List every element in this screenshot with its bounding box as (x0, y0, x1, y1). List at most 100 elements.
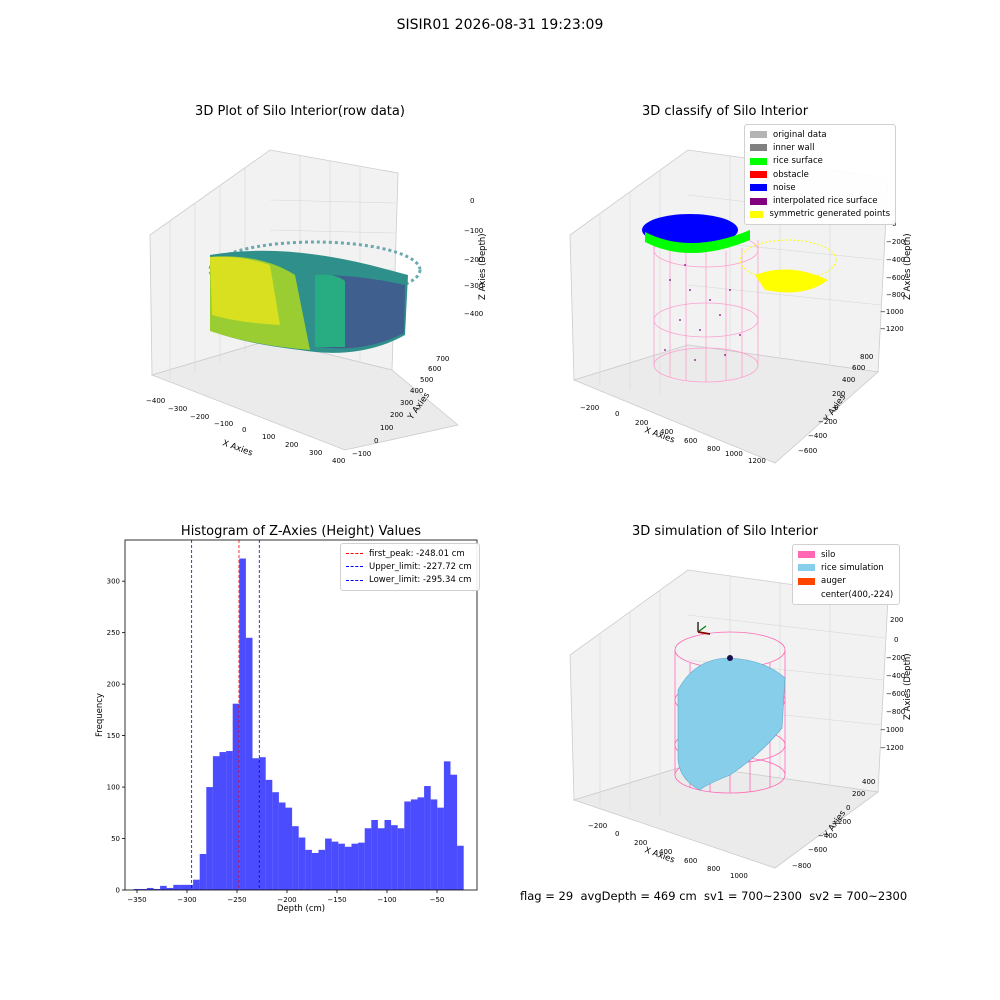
histogram-bar (397, 828, 405, 890)
status-footer: flag = 29 avgDepth = 469 cm sv1 = 700~23… (520, 889, 908, 903)
svg-text:1000: 1000 (730, 872, 748, 880)
svg-text:800: 800 (707, 865, 720, 873)
histogram-bar (160, 885, 167, 890)
svg-text:400: 400 (660, 428, 673, 436)
svg-text:−1200: −1200 (880, 744, 904, 752)
legend-item-first-peak: first_peak: -248.01 cm (346, 547, 474, 560)
svg-text:−300: −300 (168, 405, 187, 413)
simulation-legend: silo rice simulation auger center(400,-2… (792, 544, 900, 606)
histogram-bar (186, 884, 194, 890)
histogram-chart: −350 −300 −250 −200 −150 −100 −50 0 50 100 150 200… (95, 539, 478, 914)
svg-text:−300: −300 (464, 282, 483, 290)
legend-item-auger: auger (798, 575, 894, 588)
raw-xticks: −400−300 −200 −100 0 100 200 300 400 (146, 397, 345, 465)
histogram-bar (437, 807, 444, 890)
svg-text:−1000: −1000 (880, 308, 904, 316)
histogram-bar (410, 799, 418, 890)
histogram-reference-lines (191, 540, 260, 890)
svg-text:1000: 1000 (725, 450, 743, 458)
histogram-ytick-label: 200 (107, 681, 120, 689)
classify-symmetric-ring (739, 239, 837, 281)
svg-text:0: 0 (242, 426, 246, 434)
svg-text:400: 400 (862, 778, 875, 786)
simulation-plot-title: 3D simulation of Silo Interior (632, 524, 818, 539)
svg-text:−100: −100 (464, 227, 483, 235)
histogram-ytick-label: 300 (107, 578, 120, 586)
svg-text:100: 100 (380, 424, 393, 432)
histogram-bar (259, 757, 266, 890)
svg-text:0: 0 (834, 404, 838, 412)
svg-text:−600: −600 (886, 274, 905, 282)
simulation-xticks: −200 0 200 400 600 800 1000 (588, 822, 748, 880)
raw-plot-title: 3D Plot of Silo Interior(row data) (195, 104, 405, 119)
histogram-bar (140, 888, 147, 890)
histogram-ytick-label: 0 (116, 887, 120, 895)
classify-rice-surface (645, 230, 750, 254)
histogram-legend: first_peak: -248.01 cm Upper_limit: -227… (340, 543, 480, 591)
simulation-axis-triad-icon (697, 622, 711, 635)
svg-text:800: 800 (707, 445, 720, 453)
svg-text:−800: −800 (886, 708, 905, 716)
svg-text:200: 200 (852, 790, 865, 798)
histogram-yticks: 0 50 100 150 200 250 300 (107, 578, 125, 895)
classify-zlabel: Z Axies (Depth) (903, 233, 913, 300)
simulation-3d-plot: −200 0 200 400 600 800 1000 −800 −600 −400 −2… (569, 569, 913, 880)
histogram-ytick-label: 50 (111, 835, 120, 843)
histogram-bar (318, 849, 326, 890)
svg-text:−400: −400 (464, 310, 483, 318)
svg-text:600: 600 (684, 857, 697, 865)
svg-text:−1200: −1200 (880, 325, 904, 333)
svg-text:600: 600 (852, 364, 865, 372)
histogram-bar (239, 558, 246, 890)
histogram-bar (179, 884, 187, 890)
histogram-bar (133, 888, 141, 890)
histogram-bars (133, 558, 464, 890)
histogram-bar (364, 828, 372, 890)
svg-text:400: 400 (659, 848, 672, 856)
svg-text:−200: −200 (588, 822, 607, 830)
histogram-axes-frame (124, 539, 478, 891)
classify-yticks: −600 −400 −200 0 200 400 600 800 (798, 353, 873, 455)
histogram-bar (226, 751, 233, 890)
svg-text:−600: −600 (798, 447, 817, 455)
svg-text:−200: −200 (886, 654, 905, 662)
histogram-xtick-label: −350 (127, 896, 146, 904)
svg-text:0: 0 (846, 804, 850, 812)
histogram-ytick-label: 100 (107, 784, 120, 792)
svg-text:300: 300 (400, 399, 413, 407)
svg-text:0: 0 (470, 197, 474, 205)
svg-text:0: 0 (374, 437, 378, 445)
svg-text:−200: −200 (818, 418, 837, 426)
svg-text:−200: −200 (832, 818, 851, 826)
svg-text:200: 200 (285, 441, 298, 449)
histogram-ytick-label: 150 (107, 732, 120, 740)
svg-text:−100: −100 (214, 420, 233, 428)
legend-item-upper-limit: Upper_limit: -227.72 cm (346, 560, 474, 573)
raw-zticks: 0 −100 −200 −300 −400 (464, 197, 483, 318)
histogram-bar (338, 843, 345, 890)
histogram-bar (265, 779, 273, 890)
histogram-bar (325, 838, 332, 890)
svg-text:−400: −400 (808, 432, 827, 440)
svg-text:600: 600 (428, 365, 441, 373)
svg-text:0: 0 (615, 410, 619, 418)
legend-item-original: original data (750, 128, 890, 141)
legend-item-interpolated: interpolated rice surface (750, 194, 890, 207)
classify-legend: original data inner wall rice surface ob… (744, 124, 896, 226)
svg-text:−600: −600 (808, 846, 827, 854)
svg-text:−1000: −1000 (880, 726, 904, 734)
histogram-bar (424, 786, 431, 890)
svg-text:1200: 1200 (748, 457, 766, 465)
histogram-ylabel: Frequency (95, 693, 105, 737)
svg-text:200: 200 (634, 839, 647, 847)
histogram-bar (252, 758, 260, 890)
simulation-auger-top (727, 655, 733, 661)
histogram-bar (344, 846, 352, 890)
histogram-xlabel: Depth (cm) (277, 904, 325, 914)
svg-text:−400: −400 (818, 832, 837, 840)
svg-text:100: 100 (262, 433, 275, 441)
simulation-zlabel: Z Axies (Depth) (903, 653, 913, 720)
legend-item-silo: silo (798, 548, 894, 561)
